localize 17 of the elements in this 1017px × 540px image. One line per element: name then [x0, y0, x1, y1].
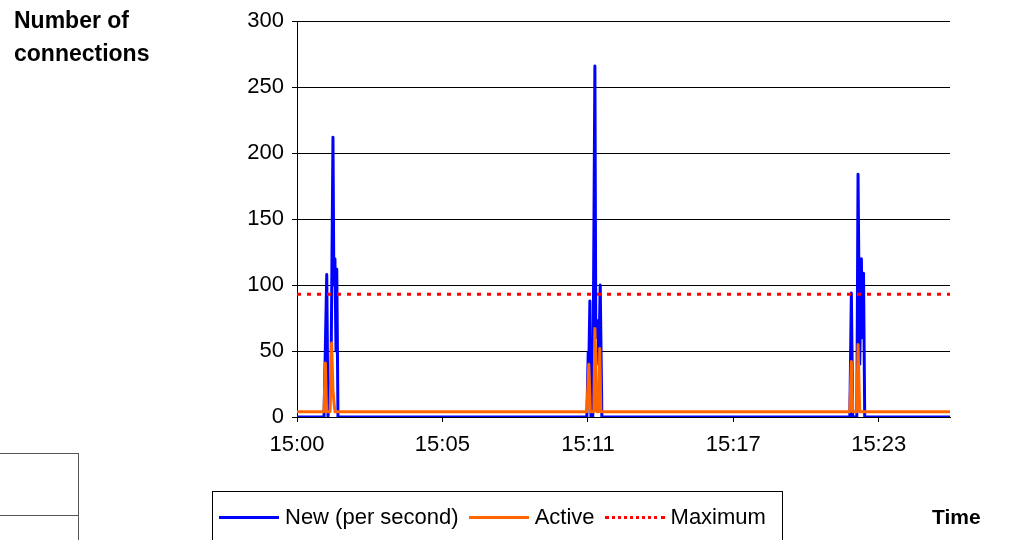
legend-label: Active	[534, 504, 595, 530]
legend-label: New (per second)	[285, 504, 459, 530]
y-tick-label: 150	[247, 205, 284, 231]
y-tick-label: 200	[247, 139, 284, 165]
y-tick-label: 250	[247, 73, 284, 99]
x-tick-label: 15:05	[414, 431, 470, 457]
x-tick-label: 15:17	[705, 431, 761, 457]
y-axis-title: Number of connections	[14, 6, 151, 68]
x-tick-label: 15:11	[561, 431, 615, 457]
y-tick-label: 100	[247, 271, 284, 297]
x-axis-title: Time	[932, 505, 981, 529]
y-tick-label: 300	[247, 7, 284, 33]
x-tick-label: 15:00	[269, 431, 325, 457]
x-tick-label: 15:23	[851, 431, 907, 457]
y-tick-label: 50	[259, 337, 284, 363]
legend-label: Maximum	[670, 504, 766, 530]
y-tick-label: 0	[271, 403, 284, 429]
